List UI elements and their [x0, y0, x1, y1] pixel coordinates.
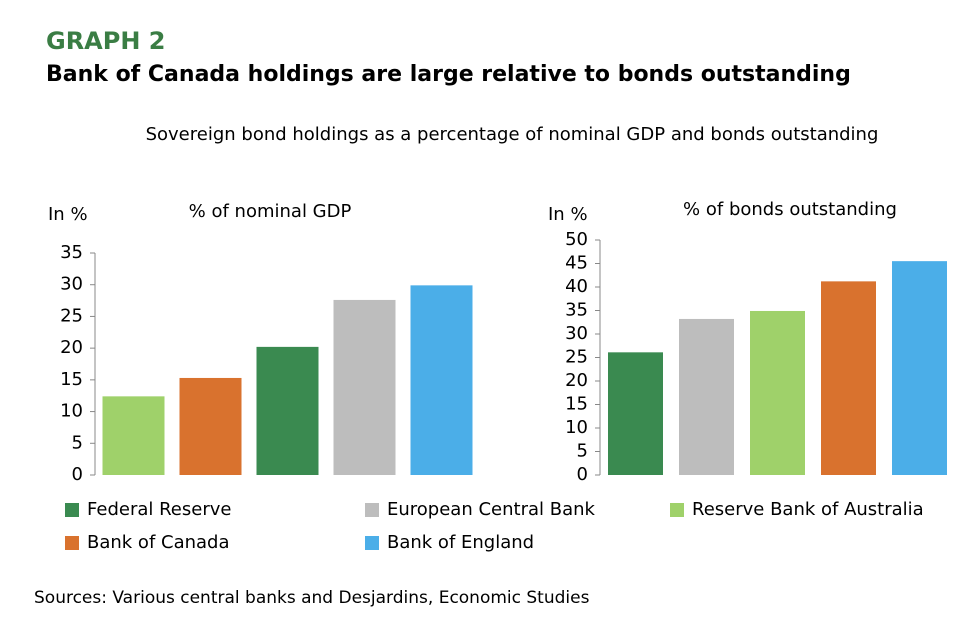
y-tick-label: 25: [60, 305, 83, 326]
y-tick-label: 10: [565, 417, 588, 438]
y-tick-label: 15: [565, 394, 588, 415]
legend-swatch: [65, 503, 79, 517]
y-axis-label: In %: [48, 204, 88, 225]
y-tick-label: 15: [60, 369, 83, 390]
y-tick-label: 45: [565, 253, 588, 274]
bar: [333, 299, 396, 475]
bar: [256, 346, 319, 475]
y-tick-label: 40: [565, 276, 588, 297]
y-tick-label: 35: [60, 242, 83, 263]
legend-label: Bank of England: [387, 532, 534, 553]
subtitle: Sovereign bond holdings as a percentage …: [146, 124, 879, 145]
y-tick-label: 50: [565, 229, 588, 250]
legend-swatch: [365, 536, 379, 550]
bar: [410, 285, 473, 475]
legend-label: Federal Reserve: [87, 499, 231, 520]
bar: [608, 352, 663, 475]
bar: [179, 377, 242, 475]
y-tick-label: 10: [60, 401, 83, 422]
legend-label: Bank of Canada: [87, 532, 230, 553]
bar: [892, 261, 947, 475]
chart-title: % of bonds outstanding: [683, 199, 897, 220]
y-tick-label: 20: [565, 370, 588, 391]
y-tick-label: 30: [60, 274, 83, 295]
y-axis-label: In %: [548, 204, 588, 225]
bar: [679, 318, 734, 475]
y-tick-label: 35: [565, 300, 588, 321]
title: Bank of Canada holdings are large relati…: [46, 62, 851, 87]
y-tick-label: 5: [72, 432, 83, 453]
y-tick-label: 20: [60, 337, 83, 358]
legend-swatch: [670, 503, 684, 517]
y-tick-label: 5: [577, 441, 588, 462]
bar: [102, 396, 165, 475]
y-tick-label: 30: [565, 323, 588, 344]
graph-label: GRAPH 2: [46, 27, 165, 55]
y-tick-label: 25: [565, 347, 588, 368]
y-tick-label: 0: [72, 464, 83, 485]
bar: [750, 310, 805, 475]
bar: [821, 281, 876, 475]
legend-swatch: [65, 536, 79, 550]
source: Sources: Various central banks and Desja…: [34, 588, 590, 608]
y-tick-label: 0: [577, 464, 588, 485]
legend-label: Reserve Bank of Australia: [692, 499, 924, 520]
legend-swatch: [365, 503, 379, 517]
chart-title: % of nominal GDP: [189, 201, 352, 222]
legend-label: European Central Bank: [387, 499, 596, 520]
